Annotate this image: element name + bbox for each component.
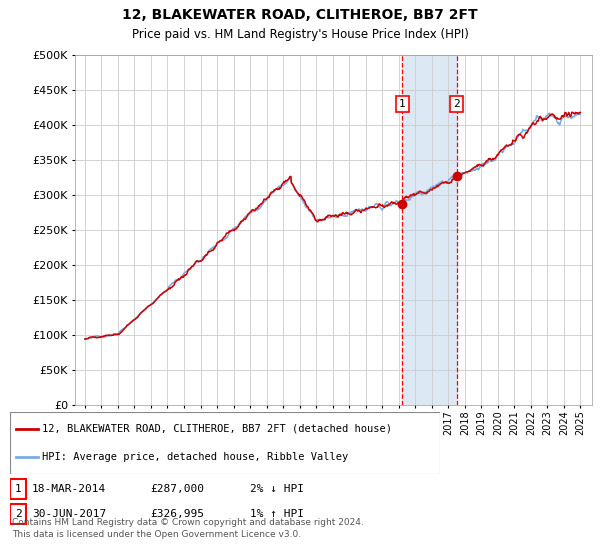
Bar xyxy=(403,55,457,405)
Text: 12, BLAKEWATER ROAD, CLITHEROE, BB7 2FT (detached house): 12, BLAKEWATER ROAD, CLITHEROE, BB7 2FT … xyxy=(42,424,392,434)
Text: 1: 1 xyxy=(399,99,406,109)
Text: Price paid vs. HM Land Registry's House Price Index (HPI): Price paid vs. HM Land Registry's House … xyxy=(131,28,469,41)
Text: £287,000: £287,000 xyxy=(150,484,204,494)
Text: £326,995: £326,995 xyxy=(150,509,204,519)
Bar xyxy=(10,504,26,524)
Text: Contains HM Land Registry data © Crown copyright and database right 2024.: Contains HM Land Registry data © Crown c… xyxy=(12,518,364,527)
Bar xyxy=(10,479,26,499)
Text: 2: 2 xyxy=(14,509,22,519)
Text: 18-MAR-2014: 18-MAR-2014 xyxy=(32,484,106,494)
Text: 2% ↓ HPI: 2% ↓ HPI xyxy=(250,484,304,494)
Text: 1: 1 xyxy=(14,484,22,494)
Text: 1% ↑ HPI: 1% ↑ HPI xyxy=(250,509,304,519)
Text: HPI: Average price, detached house, Ribble Valley: HPI: Average price, detached house, Ribb… xyxy=(42,452,348,462)
Text: 2: 2 xyxy=(453,99,460,109)
Text: 30-JUN-2017: 30-JUN-2017 xyxy=(32,509,106,519)
Text: 12, BLAKEWATER ROAD, CLITHEROE, BB7 2FT: 12, BLAKEWATER ROAD, CLITHEROE, BB7 2FT xyxy=(122,8,478,22)
Text: This data is licensed under the Open Government Licence v3.0.: This data is licensed under the Open Gov… xyxy=(12,530,301,539)
